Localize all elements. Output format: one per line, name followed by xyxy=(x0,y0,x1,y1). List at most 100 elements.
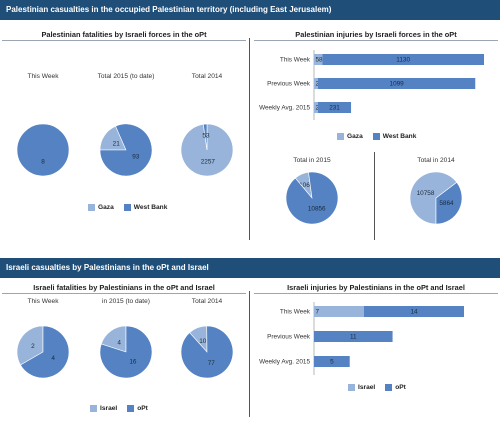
legend-swatch xyxy=(372,133,380,140)
legend-item-west-bank: West Bank xyxy=(123,204,168,211)
bar-category-label: Previous Week xyxy=(267,334,311,341)
pie-title-pal-fatal-2015: Total 2015 (to date) xyxy=(96,73,156,81)
pie-data-label: 4 xyxy=(51,355,55,362)
pie-data-label: 53 xyxy=(202,133,210,140)
pie-slice-opt xyxy=(99,325,153,379)
legend-swatch xyxy=(385,384,393,391)
bar-data-label: 58 xyxy=(316,57,324,64)
pie-slice-west-bank xyxy=(16,123,70,177)
bar-category-label: Weekly Avg. 2015 xyxy=(259,105,310,112)
bar-gaza xyxy=(314,54,323,65)
pie-data-label: 4 xyxy=(117,340,121,347)
pal-injuries-rule xyxy=(254,40,498,41)
legend-label: Israel xyxy=(100,405,118,412)
bar-category-label: Weekly Avg. 2015 xyxy=(259,359,310,366)
legend-item-gaza: Gaza xyxy=(88,204,114,211)
legend-item-israel: Israel xyxy=(348,384,375,391)
legend-swatch xyxy=(88,204,95,211)
bar-data-label: 1099 xyxy=(390,81,405,88)
pie-title-pal-injur-2015: Total in 2015 xyxy=(293,157,331,164)
bar-west-bank xyxy=(318,78,476,89)
legend-swatch xyxy=(127,405,135,412)
legend-swatch xyxy=(90,405,97,412)
bar-opt xyxy=(314,331,393,342)
isr-injuries-title: Israeli injuries by Palestinians in the … xyxy=(287,283,465,292)
legend-item-opt: oPt xyxy=(385,384,406,391)
pie-data-label: 2 xyxy=(31,343,35,350)
pal-fatalities-rule xyxy=(2,40,246,41)
pie-slice-west-bank xyxy=(435,181,463,225)
pie-data-label: 93 xyxy=(132,153,140,160)
pie-slice-west-bank xyxy=(202,123,208,151)
pie-slice-west-bank xyxy=(285,171,339,225)
bar-opt xyxy=(314,356,350,367)
pal-injuries-pie-divider xyxy=(374,152,375,240)
isr-injuries-legend: Israel oPt xyxy=(348,384,412,391)
bar-israel xyxy=(314,306,364,317)
israeli-section-banner: Israeli casualties by Palestinians in th… xyxy=(0,258,500,278)
pie-title-pal-fatal-week: This Week xyxy=(27,73,59,80)
legend-item-israel: Israel xyxy=(90,405,117,412)
bar-opt xyxy=(364,306,464,317)
legend-item-gaza: Gaza xyxy=(337,133,363,140)
bar-data-label: 14 xyxy=(410,309,418,316)
isr-injuries-rule xyxy=(254,293,498,294)
legend-label: oPt xyxy=(395,384,406,391)
bar-gaza xyxy=(314,78,318,89)
pie-slice-gaza xyxy=(409,171,458,225)
pie-data-label: 1068 xyxy=(299,182,314,189)
pie-title-pal-fatal-2014: Total 2014 xyxy=(191,73,223,80)
legend-label: Gaza xyxy=(347,133,363,140)
bar-data-label: 7 xyxy=(316,309,320,316)
pie-title-pal-injur-2014: Total in 2014 xyxy=(417,157,455,164)
bar-category-label: This Week xyxy=(280,57,311,64)
legend-item-west-bank: West Bank xyxy=(372,133,417,140)
pie-data-label: 10758 xyxy=(417,190,435,197)
bar-data-label: 1130 xyxy=(396,57,410,64)
pie-slice-west-bank xyxy=(99,123,153,177)
legend-label: West Bank xyxy=(382,133,417,140)
bar-west-bank xyxy=(322,54,484,65)
pal-injuries-legend: Gaza West Bank xyxy=(337,133,422,140)
pie-title-text: Total 2015 (to date) xyxy=(97,73,155,80)
pal-fatalities-legend: Gaza West Bank xyxy=(88,204,173,211)
bar-data-label: 5 xyxy=(330,359,334,366)
pie-slice-opt xyxy=(20,325,70,379)
legend-label: oPt xyxy=(137,405,148,412)
isr-fatalities-legend: Israel oPt xyxy=(90,405,154,412)
legend-swatch xyxy=(348,384,355,391)
pie-data-label: 10 xyxy=(199,338,207,345)
pie-data-label: 16 xyxy=(129,358,137,365)
legend-swatch xyxy=(337,133,344,140)
bar-gaza xyxy=(314,102,318,113)
legend-label: Israel xyxy=(358,384,376,391)
legend-label: Gaza xyxy=(98,204,114,211)
pal-section-divider xyxy=(249,38,250,240)
pal-injuries-title: Palestinian injuries by Israeli forces i… xyxy=(295,30,457,39)
bar-category-label: This Week xyxy=(280,309,311,316)
pie-title-isr-fatal-2014: Total 2014 xyxy=(191,298,223,305)
legend-label: West Bank xyxy=(133,204,168,211)
pie-data-label: 77 xyxy=(208,360,216,367)
isr-section-divider xyxy=(249,291,250,417)
palestinian-section-banner: Palestinian casualties in the occupied P… xyxy=(0,0,500,20)
pie-title-isr-fatal-2015: in 2015 (to date) xyxy=(101,298,151,305)
pie-slice-israel xyxy=(16,325,44,366)
pie-data-label: 2257 xyxy=(201,159,216,166)
pie-title-isr-fatal-week: This Week xyxy=(27,298,59,305)
isr-fatalities-title: Israeli fatalities by Palestinians in th… xyxy=(33,283,215,292)
pie-slice-opt xyxy=(180,325,234,379)
pie-data-label: 8 xyxy=(41,159,45,166)
pal-fatalities-title: Palestinian fatalities by Israeli forces… xyxy=(41,30,207,39)
bar-data-label: 231 xyxy=(329,105,340,112)
isr-fatalities-rule xyxy=(2,293,246,294)
pie-data-label: 21 xyxy=(113,141,121,148)
legend-item-opt: oPt xyxy=(127,405,148,412)
bar-data-label: 11 xyxy=(350,334,357,341)
bar-category-label: Previous Week xyxy=(267,81,311,88)
bar-west-bank xyxy=(318,102,352,113)
pie-data-label: 5864 xyxy=(439,200,454,207)
legend-swatch xyxy=(123,204,131,211)
pie-data-label: 10856 xyxy=(308,206,326,213)
